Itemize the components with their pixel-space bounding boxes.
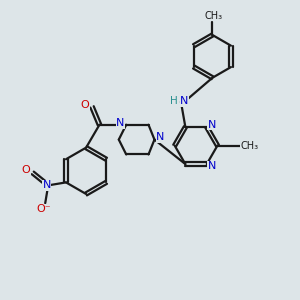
Text: O⁻: O⁻	[36, 204, 51, 214]
Text: N: N	[43, 180, 51, 190]
Text: O: O	[22, 165, 31, 175]
Text: O: O	[80, 100, 89, 110]
Text: CH₃: CH₃	[240, 140, 258, 151]
Text: N: N	[208, 120, 216, 130]
Text: N: N	[156, 132, 165, 142]
Text: N: N	[180, 96, 189, 106]
Text: N: N	[208, 161, 216, 172]
Text: H: H	[170, 96, 178, 106]
Text: CH₃: CH₃	[205, 11, 223, 21]
Text: N: N	[116, 118, 124, 128]
